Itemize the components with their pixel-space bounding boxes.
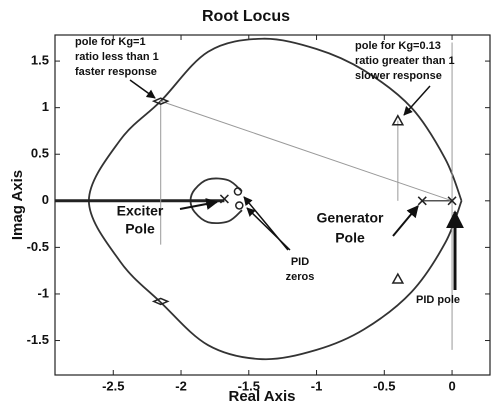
annotation: pole for Kg=1 — [75, 36, 146, 48]
x-tick-label: -1.5 — [238, 378, 260, 393]
y-tick-label: 1 — [42, 99, 49, 114]
annotation: Exciter — [117, 203, 164, 219]
annotation: ratio less than 1 — [75, 51, 159, 63]
annotation: Pole — [125, 221, 155, 237]
zero-marker — [233, 187, 243, 196]
y-tick-label: -1 — [37, 285, 49, 300]
pole-marker — [219, 194, 229, 204]
triangle-marker — [391, 272, 405, 284]
chart-title: Root Locus — [202, 8, 290, 25]
x-tick-label: 0 — [448, 378, 455, 393]
annotation: PID pole — [416, 294, 460, 306]
y-tick-label: 0.5 — [31, 146, 49, 161]
annotation-arrow — [403, 85, 431, 116]
annotation-arrow — [179, 198, 219, 210]
x-tick-label: -1 — [311, 378, 323, 393]
y-axis-label: Imag Axis — [9, 170, 26, 240]
x-axis-label: Real Axis — [229, 388, 296, 405]
pole-marker — [447, 196, 457, 206]
x-tick-label: -0.5 — [373, 378, 395, 393]
annotation: pole for Kg=0.13 — [355, 40, 441, 52]
triangle-marker — [391, 114, 405, 126]
plot-area — [54, 34, 491, 376]
y-tick-label: -0.5 — [27, 239, 49, 254]
annotation: faster response — [75, 66, 157, 78]
zero-marker — [235, 201, 244, 210]
y-tick-label: 1.5 — [31, 53, 49, 68]
annotation-arrow — [392, 205, 419, 237]
annotation-arrow — [246, 207, 291, 251]
annotation: zeros — [286, 271, 315, 283]
annotation: Generator — [317, 210, 384, 226]
x-tick-label: -2 — [175, 378, 187, 393]
annotation: PID — [291, 256, 309, 268]
annotation: Pole — [335, 230, 365, 246]
annotation: ratio greater than 1 — [355, 55, 455, 67]
locus-line — [160, 100, 453, 202]
x-tick-label: -2.5 — [102, 378, 124, 393]
pole-marker — [417, 196, 427, 206]
y-tick-label: 0 — [42, 192, 49, 207]
annotation: slower response — [355, 70, 442, 82]
y-tick-label: -1.5 — [27, 332, 49, 347]
diamond-marker — [151, 97, 170, 105]
diamond-marker — [151, 297, 170, 306]
annotation-arrow — [129, 79, 156, 99]
